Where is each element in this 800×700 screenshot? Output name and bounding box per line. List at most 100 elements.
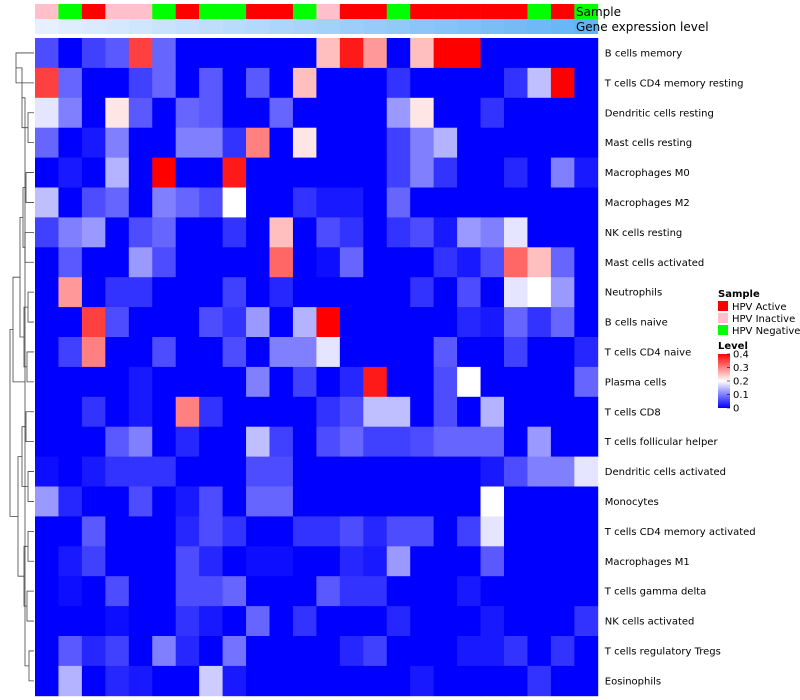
gene-expression-annotation-cell — [35, 19, 59, 34]
heatmap-cell — [433, 67, 458, 99]
gene-expression-annotation-cell — [175, 19, 200, 34]
heatmap-cell — [433, 247, 458, 278]
heatmap-cell — [433, 576, 458, 607]
heatmap-cell — [35, 426, 59, 457]
heatmap-cell — [457, 127, 481, 158]
annotation-tracks — [35, 4, 599, 34]
heatmap-cell — [152, 157, 177, 188]
heatmap-cell — [433, 127, 458, 158]
heatmap-cell — [363, 277, 388, 308]
heatmap-cell — [457, 665, 481, 697]
heatmap-cell — [550, 636, 575, 667]
heatmap-cell — [58, 337, 83, 368]
heatmap-cell — [199, 217, 223, 248]
heatmap-cell — [222, 187, 247, 218]
heatmap-cell — [246, 127, 270, 158]
sample-annotation-cell — [175, 4, 200, 19]
heatmap-cell — [480, 486, 505, 517]
sample-annotation-cell — [386, 4, 411, 19]
heatmap-cell — [105, 636, 130, 667]
heatmap-cell — [527, 576, 552, 607]
gene-expression-annotation-cell — [199, 19, 223, 34]
sample-annotation-cell — [246, 4, 270, 19]
heatmap-cell — [410, 665, 435, 697]
heatmap-cell — [363, 97, 388, 129]
heatmap-cell — [410, 606, 435, 637]
heatmap-cell — [457, 337, 481, 368]
heatmap-cell — [128, 516, 153, 547]
heatmap-cell — [105, 337, 130, 368]
heatmap-cell — [81, 38, 106, 69]
gene-expression-annotation-cell — [504, 19, 528, 34]
heatmap-cell — [550, 127, 575, 158]
heatmap-cell — [246, 606, 270, 637]
heatmap-cell — [316, 38, 341, 69]
dendrogram-branch — [25, 411, 34, 443]
heatmap-cell — [222, 337, 247, 368]
heatmap-cell — [246, 97, 270, 129]
heatmap-cell — [504, 277, 528, 308]
heatmap-cell — [81, 187, 106, 218]
heatmap-cell — [316, 486, 341, 517]
heatmap-cell — [58, 665, 83, 697]
heatmap-cell — [550, 576, 575, 607]
heatmap-cell — [574, 67, 599, 99]
heatmap-cell — [152, 247, 177, 278]
heatmap-cell — [504, 665, 528, 697]
heatmap-cell — [527, 277, 552, 308]
heatmap-cell — [574, 277, 599, 308]
heatmap-cell — [246, 396, 270, 428]
heatmap-cell — [35, 606, 59, 637]
heatmap-cell — [222, 366, 247, 398]
sample-annotation-cell — [339, 4, 364, 19]
heatmap-cell — [292, 576, 317, 607]
heatmap-cell — [35, 38, 59, 69]
heatmap-cell — [199, 486, 223, 517]
heatmap-cell — [480, 247, 505, 278]
heatmap-cell — [386, 516, 411, 547]
heatmap-cell — [316, 187, 341, 218]
sample-legend-label: HPV Active — [732, 302, 787, 313]
heatmap-cell — [410, 187, 435, 218]
heatmap-cell — [81, 665, 106, 697]
heatmap-cell — [152, 67, 177, 99]
heatmap-cell — [550, 337, 575, 368]
heatmap-cell — [58, 187, 83, 218]
row-label: Plasma cells — [605, 377, 667, 388]
heatmap-cell — [316, 516, 341, 547]
heatmap-cell — [457, 97, 481, 129]
heatmap-cell — [574, 546, 599, 577]
heatmap-cell — [410, 516, 435, 547]
heatmap-cell — [58, 426, 83, 457]
dendrogram-branch — [17, 456, 24, 577]
heatmap-cell — [480, 38, 505, 69]
heatmap-cell — [316, 456, 341, 487]
heatmap-cell — [363, 486, 388, 517]
heatmap-cell — [128, 366, 153, 398]
heatmap-cell — [433, 337, 458, 368]
heatmap-cell — [128, 576, 153, 607]
heatmap-cell — [175, 426, 200, 457]
heatmap-cell — [58, 67, 83, 99]
dendrogram-branch — [9, 329, 18, 517]
gene-expression-annotation-cell — [457, 19, 481, 34]
heatmap-cell — [480, 97, 505, 129]
sample-annotation-cell — [504, 4, 528, 19]
heatmap-cell — [175, 97, 200, 129]
heatmap-cell — [410, 456, 435, 487]
heatmap-cell — [574, 307, 599, 338]
row-label: B cells naive — [605, 318, 668, 329]
heatmap-cell — [574, 456, 599, 487]
heatmap-cell — [527, 307, 552, 338]
heatmap-cell — [527, 38, 552, 69]
heatmap-cell — [316, 157, 341, 188]
heatmap-cell — [152, 307, 177, 338]
heatmap-cell — [175, 636, 200, 667]
annotation-label-sample: Sample — [576, 5, 621, 19]
heatmap-cell — [35, 665, 59, 697]
heatmap-cell — [222, 307, 247, 338]
heatmap-cell — [480, 127, 505, 158]
heatmap-cell — [199, 337, 223, 368]
heatmap-cell — [386, 157, 411, 188]
heatmap-cell — [574, 516, 599, 547]
